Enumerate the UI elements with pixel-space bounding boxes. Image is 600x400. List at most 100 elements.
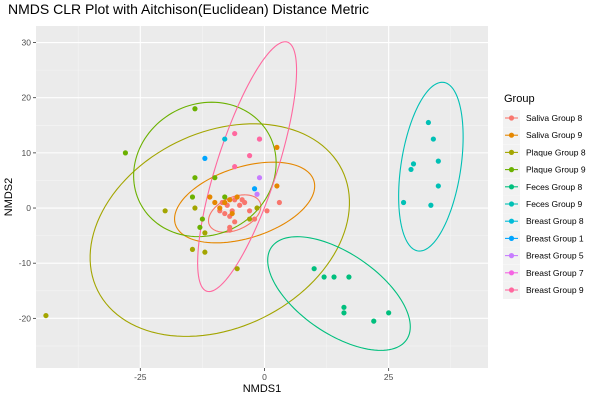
point-saliva-group-8 <box>222 210 228 217</box>
point-saliva-group-9 <box>234 194 240 200</box>
y-tick-label: 30 <box>22 38 32 48</box>
point-feces-group-9 <box>435 183 441 189</box>
legend-point <box>508 184 515 190</box>
legend-item: Saliva Group 8 <box>503 110 582 127</box>
point-feces-group-8 <box>311 266 317 272</box>
point-saliva-group-9 <box>212 199 218 206</box>
legend-item: Breast Group 7 <box>503 264 584 282</box>
point-saliva-group-9 <box>229 210 235 217</box>
point-plaque-group-8 <box>202 249 208 255</box>
legend-point <box>508 253 515 259</box>
point-plaque-group-8 <box>189 246 196 253</box>
point-plaque-group-9 <box>212 175 218 181</box>
point-plaque-group-8 <box>192 205 198 211</box>
point-saliva-group-8 <box>276 199 282 206</box>
legend-point <box>508 218 515 224</box>
point-plaque-group-8 <box>254 205 260 211</box>
point-plaque-group-8 <box>234 266 240 272</box>
legend-item: Saliva Group 9 <box>503 127 582 145</box>
point-plaque-group-8 <box>202 230 208 236</box>
point-breast-group-5 <box>256 175 263 181</box>
legend-point <box>508 167 515 173</box>
x-tick-label: -25 <box>134 372 147 382</box>
point-feces-group-8 <box>321 274 327 280</box>
legend-item: Feces Group 9 <box>503 196 582 213</box>
ellipse-saliva-group-8 <box>207 194 262 233</box>
point-feces-group-9 <box>425 119 431 126</box>
point-plaque-group-9 <box>189 194 196 200</box>
point-feces-group-9 <box>430 136 436 142</box>
y-tick-label: -10 <box>19 258 32 268</box>
point-feces-group-9 <box>435 158 441 164</box>
legend-item: Breast Group 8 <box>503 213 584 231</box>
legend-point <box>508 270 515 276</box>
point-breast-group-9 <box>246 153 253 159</box>
point-breast-group-9 <box>256 136 263 142</box>
point-feces-group-8 <box>371 318 377 324</box>
y-tick-label: 20 <box>22 93 32 103</box>
x-tick-label: 25 <box>384 372 394 382</box>
ellipse-breast-group-9 <box>197 41 298 293</box>
point-breast-group-5 <box>254 191 260 197</box>
point-feces-group-9 <box>428 202 434 208</box>
y-axis-label: NMDS2 <box>3 178 15 217</box>
point-feces-group-9 <box>408 166 414 173</box>
legend-label: Plaque Group 9 <box>526 165 586 175</box>
legend-item: Feces Group 8 <box>503 178 582 196</box>
point-saliva-group-8 <box>264 208 270 214</box>
legend-point <box>508 132 515 138</box>
point-breast-group-8 <box>222 136 228 142</box>
x-axis-label: NMDS1 <box>243 383 282 395</box>
point-feces-group-9 <box>410 161 417 167</box>
point-saliva-group-8 <box>239 197 245 203</box>
point-saliva-group-8 <box>227 227 233 233</box>
point-saliva-group-9 <box>227 197 233 203</box>
point-plaque-group-8 <box>162 208 168 214</box>
y-tick-label: -20 <box>19 313 32 323</box>
point-feces-group-8 <box>346 274 352 280</box>
legend-item: Breast Group 5 <box>503 247 584 265</box>
points <box>43 106 441 324</box>
legend-label: Plaque Group 8 <box>526 147 586 157</box>
legend-label: Breast Group 8 <box>526 216 584 226</box>
legend-item: Plaque Group 9 <box>503 161 586 179</box>
y-tick-label: 0 <box>26 203 31 213</box>
point-saliva-group-8 <box>246 208 253 214</box>
legend-point <box>508 287 515 293</box>
point-saliva-group-8 <box>232 219 238 225</box>
point-plaque-group-9 <box>192 106 198 112</box>
y-axis-ticks: -20 -10 0 10 20 30 <box>19 38 36 323</box>
point-saliva-group-9 <box>222 199 228 206</box>
legend-label: Breast Group 1 <box>526 233 584 243</box>
legend-items: Saliva Group 8 Saliva Group 9 Plaque Group… <box>503 110 586 299</box>
legend: Group Saliva Group 8 Saliva Group 9 Plaque… <box>503 93 586 299</box>
point-feces-group-9 <box>400 199 407 206</box>
legend-label: Breast Group 7 <box>526 268 584 278</box>
legend-label: Feces Group 8 <box>526 182 582 192</box>
ellipse-plaque-group-8 <box>89 123 350 337</box>
ellipse-plaque-group-9 <box>133 101 277 238</box>
point-plaque-group-9 <box>122 150 129 156</box>
point-breast-group-9 <box>232 164 238 170</box>
x-axis-ticks: -25 0 25 <box>134 368 394 382</box>
point-breast-group-1 <box>202 155 208 161</box>
point-plaque-group-9 <box>197 224 203 230</box>
point-feces-group-8 <box>386 310 392 316</box>
legend-item: Plaque Group 8 <box>503 144 586 162</box>
legend-item: Breast Group 9 <box>503 282 584 299</box>
point-plaque-group-9 <box>199 216 205 222</box>
point-feces-group-8 <box>341 310 347 316</box>
point-plaque-group-8 <box>43 312 49 319</box>
chart-title: NMDS CLR Plot with Aitchison(Euclidean) … <box>8 1 369 17</box>
point-saliva-group-8 <box>237 202 243 208</box>
legend-label: Breast Group 5 <box>526 251 584 261</box>
point-saliva-group-9 <box>274 183 280 189</box>
legend-point <box>508 149 515 155</box>
plot-panel <box>36 26 488 368</box>
x-tick-label: 0 <box>262 372 267 382</box>
legend-label: Saliva Group 8 <box>526 113 582 123</box>
legend-point <box>508 201 515 207</box>
point-saliva-group-9 <box>217 205 223 211</box>
legend-item: Breast Group 1 <box>503 230 584 248</box>
